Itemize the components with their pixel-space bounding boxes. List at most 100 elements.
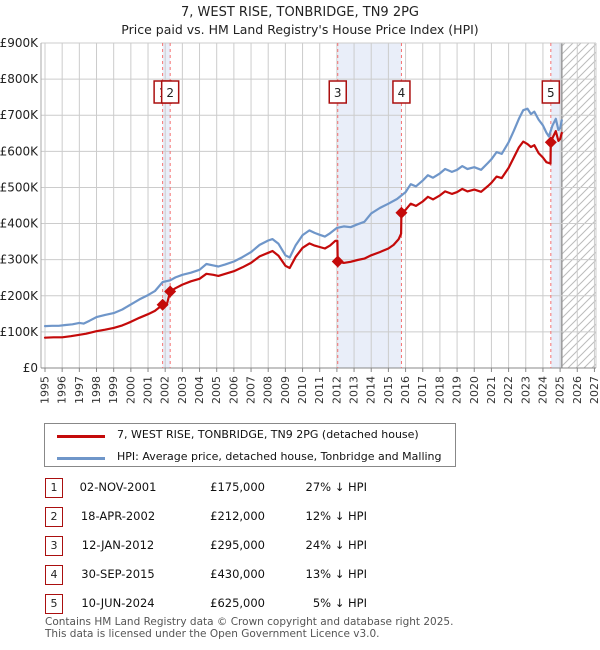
sale-row-vs-hpi: 13% ↓ HPI [305, 567, 367, 581]
legend-row-hpi: HPI: Average price, detached house, Tonb… [45, 448, 455, 468]
sale-number-box [328, 80, 347, 104]
sale-row-date: 30-SEP-2015 [81, 567, 155, 581]
sale-number: 3 [334, 86, 342, 100]
sale-diamond-marker [331, 255, 344, 268]
y-tick-label: £700K [0, 108, 39, 122]
sale-row-date: 02-NOV-2001 [79, 480, 157, 494]
y-tick-label: £800K [0, 72, 39, 86]
y-tick-label: £600K [0, 144, 39, 158]
sale-row-number: 4 [45, 565, 63, 585]
sale-diamond-marker [164, 285, 177, 298]
hpi-line-swatch [57, 457, 105, 460]
x-tick-label: 2023 [519, 376, 532, 404]
sale-row-date: 18-APR-2002 [80, 509, 156, 523]
sale-row-number: 2 [45, 507, 63, 527]
x-tick-label: 1999 [107, 376, 120, 404]
sale-diamond-marker [395, 206, 408, 219]
price-chart: 12345 £900K£800K£700K£600K£500K£400K£300… [0, 36, 600, 404]
sale-row-number: 1 [45, 478, 63, 498]
x-tick-label: 2027 [588, 376, 600, 404]
sale-row-date: 12-JAN-2012 [81, 538, 155, 552]
y-tick-label: £400K [0, 217, 39, 231]
footer: Contains HM Land Registry data © Crown c… [45, 616, 454, 640]
x-tick-label: 2008 [262, 376, 275, 404]
sale-number-box [392, 80, 411, 104]
sale-row-vs-hpi: 12% ↓ HPI [305, 509, 367, 523]
chart-title: 7, WEST RISE, TONBRIDGE, TN9 2PG [180, 5, 420, 20]
y-tick-label: £0 [23, 361, 38, 375]
sale-row-vs-hpi: 5% ↓ HPI [312, 596, 367, 610]
axes [40, 43, 597, 372]
hpi-line [43, 107, 563, 328]
sale-row-price: £430,000 [210, 567, 265, 581]
sale-row-number: 5 [45, 594, 63, 614]
grid [41, 42, 596, 369]
x-tick-label: 2006 [227, 376, 240, 404]
x-tick-label: 2015 [382, 376, 395, 404]
ownership-band [162, 43, 171, 368]
legend-label-hpi: HPI: Average price, detached house, Tonb… [117, 450, 442, 463]
footer-line-1: Contains HM Land Registry data © Crown c… [45, 616, 454, 628]
future-hatch-area [561, 43, 596, 368]
x-tick-label: 2000 [124, 376, 137, 404]
x-tick-label: 2018 [433, 376, 446, 404]
x-tick-label: 2025 [554, 376, 567, 404]
x-tick-label: 2019 [451, 376, 464, 404]
footer-line-2: This data is licensed under the Open Gov… [45, 627, 380, 640]
x-tick-labels: 1995 1996 1997 1998 1999 2000 2001 2002 2003 2004… [39, 376, 600, 404]
price-line-swatch [57, 435, 105, 438]
y-tick-label: £300K [0, 253, 39, 267]
legend-label-price: 7, WEST RISE, TONBRIDGE, TN9 2PG (detach… [117, 428, 419, 441]
sale-row-vs-hpi: 24% ↓ HPI [305, 538, 367, 552]
x-tick-label: 2005 [210, 376, 223, 404]
x-tick-label: 1995 [39, 376, 52, 404]
x-tick-label: 2026 [571, 376, 584, 404]
sale-table-row: 4 30-SEP-2015 £430,000 13% ↓ HPI [0, 565, 600, 585]
x-tick-label: 2003 [176, 376, 189, 404]
sale-row-date: 10-JUN-2024 [81, 596, 155, 610]
x-tick-label: 2009 [279, 376, 292, 404]
sale-row-price: £625,000 [210, 596, 265, 610]
x-tick-label: 2007 [245, 376, 258, 404]
chart-subtitle: Price paid vs. HM Land Registry's House … [121, 22, 479, 37]
x-tick-label: 2020 [468, 376, 481, 404]
sale-number-box [160, 80, 180, 104]
sale-number-box [541, 80, 561, 104]
sale-number: 5 [547, 86, 555, 100]
sale-number: 4 [398, 86, 406, 100]
x-tick-label: 1997 [73, 376, 86, 404]
x-tick-label: 2017 [416, 376, 429, 404]
x-tick-label: 2001 [142, 376, 155, 404]
y-tick-label: £100K [0, 325, 39, 339]
sale-diamond-marker [544, 136, 557, 149]
sale-row-price: £175,000 [210, 480, 265, 494]
sale-row-vs-hpi: 27% ↓ HPI [305, 480, 367, 494]
x-tick-label: 2021 [485, 376, 498, 404]
ownership-band [337, 43, 402, 368]
sale-diamond-marker [156, 298, 169, 311]
x-tick-label: 1996 [56, 376, 69, 404]
x-tick-label: 2024 [536, 376, 549, 404]
sale-table-row: 5 10-JUN-2024 £625,000 5% ↓ HPI [0, 594, 600, 614]
sale-markers [156, 136, 557, 311]
x-tick-label: 2011 [313, 376, 326, 404]
x-tick-label: 2016 [399, 376, 412, 404]
sale-row-price: £212,000 [210, 509, 265, 523]
x-tick-label: 2022 [502, 376, 515, 404]
sale-table-row: 3 12-JAN-2012 £295,000 24% ↓ HPI [0, 536, 600, 556]
ownership-band [550, 43, 562, 368]
sale-row-number: 3 [45, 536, 63, 556]
sale-number: 2 [166, 86, 174, 100]
sale-number-boxes: 12345 [153, 80, 561, 104]
legend-row-price: 7, WEST RISE, TONBRIDGE, TN9 2PG (detach… [45, 426, 455, 446]
x-tick-label: 1998 [90, 376, 103, 404]
x-tick-label: 2002 [159, 376, 172, 404]
sale-row-price: £295,000 [210, 538, 265, 552]
sale-table-row: 2 18-APR-2002 £212,000 12% ↓ HPI [0, 507, 600, 527]
x-tick-label: 2010 [296, 376, 309, 404]
future-hatch [561, 43, 596, 368]
x-tick-label: 2013 [348, 376, 361, 404]
y-tick-labels: £900K £800K £700K £600K £500K £400K £300K £200K… [0, 36, 39, 375]
x-tick-label: 2014 [365, 376, 378, 404]
